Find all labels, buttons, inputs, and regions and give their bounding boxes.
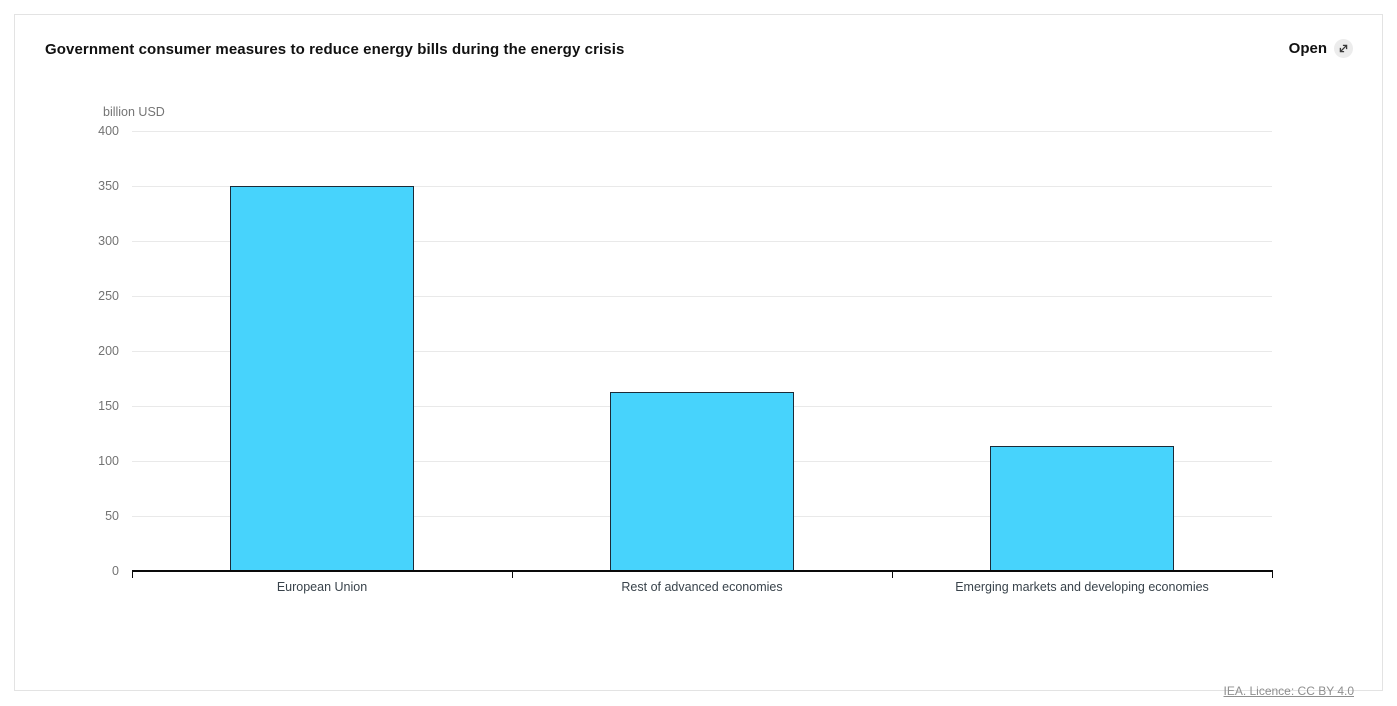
y-tick-label-300: 300 — [98, 234, 119, 248]
gridline-350 — [132, 186, 1272, 187]
gridline-250 — [132, 296, 1272, 297]
x-category-label-2: Rest of advanced economies — [621, 580, 783, 594]
x-category-label-3: Emerging markets and developing economie… — [955, 580, 1209, 594]
x-axis-tick-2 — [892, 571, 893, 578]
gridline-300 — [132, 241, 1272, 242]
y-tick-label-200: 200 — [98, 344, 119, 358]
bar-1[interactable] — [230, 186, 414, 571]
bar-2[interactable] — [610, 391, 794, 571]
open-expand-icon — [1334, 39, 1353, 58]
bar-3[interactable] — [990, 445, 1174, 571]
gridline-400 — [132, 131, 1272, 132]
y-tick-label-250: 250 — [98, 289, 119, 303]
y-tick-label-400: 400 — [98, 124, 119, 138]
y-tick-label-50: 50 — [105, 509, 119, 523]
y-tick-label-0: 0 — [112, 564, 119, 578]
y-tick-label-100: 100 — [98, 454, 119, 468]
page-title: Government consumer measures to reduce e… — [45, 41, 625, 58]
y-tick-label-150: 150 — [98, 399, 119, 413]
x-axis-tick-3 — [1272, 571, 1273, 578]
open-button[interactable]: Open — [1289, 39, 1353, 58]
gridline-200 — [132, 351, 1272, 352]
x-axis-line — [132, 570, 1273, 572]
y-tick-label-350: 350 — [98, 179, 119, 193]
source-licence-link[interactable]: IEA. Licence: CC BY 4.0 — [1223, 684, 1354, 698]
chart-card: Government consumer measures to reduce e… — [14, 14, 1383, 698]
y-axis-unit-label: billion USD — [103, 105, 165, 119]
x-category-label-1: European Union — [276, 580, 368, 594]
x-axis-tick-0 — [132, 571, 133, 578]
open-button-label: Open — [1288, 40, 1327, 57]
x-axis-tick-1 — [512, 571, 513, 578]
